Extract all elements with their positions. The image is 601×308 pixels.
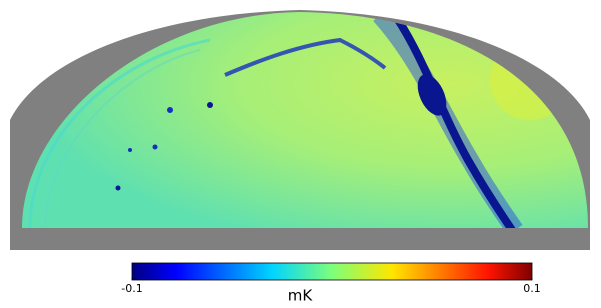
colorbar-tick-label: 0.1	[523, 282, 541, 295]
colorbar-label: mK	[288, 287, 314, 305]
colorbar	[132, 263, 532, 280]
sky-map-figure: mK -0.1 0.1	[0, 0, 601, 304]
page: mK -0.10.1 (() => { const data = JSON.pa…	[0, 0, 601, 304]
colorbar-tick-label: -0.1	[121, 282, 142, 295]
sky-map	[0, 0, 601, 240]
